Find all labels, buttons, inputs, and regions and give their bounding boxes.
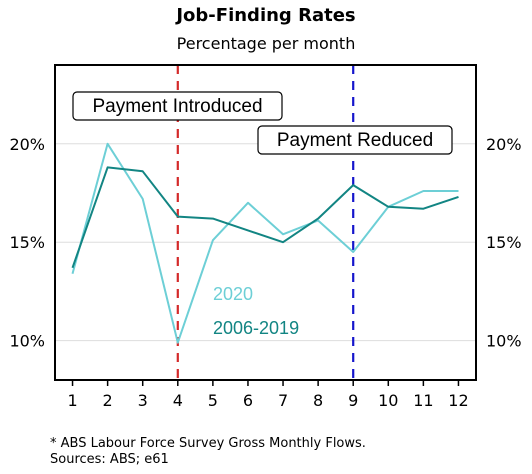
footnote-source-survey: * ABS Labour Force Survey Gross Monthly …	[50, 436, 366, 451]
chart-subtitle: Percentage per month	[177, 34, 356, 53]
series-line-2006-2019	[71, 166, 459, 269]
y-tick-label-left: 15%	[9, 233, 45, 252]
x-tick-label: 10	[378, 391, 398, 410]
series-lines	[71, 142, 459, 344]
x-tick-label: 4	[173, 391, 183, 410]
y-tick-label-left: 10%	[9, 332, 45, 351]
event-label-box-1	[72, 91, 283, 121]
axis-ticks: 10% 10%15% 15%20% 20%1 2 3 4 5 6 7 8 9 10 11 12	[9, 135, 521, 410]
footnotes: * ABS Labour Force Survey Gross Monthly …	[50, 436, 366, 468]
plot-frame	[54, 64, 477, 381]
series-line-2020	[71, 142, 459, 344]
annotations: Payment Introduced Payment Reduced 2020 200…	[72, 91, 453, 338]
event-label-2: Payment Reduced	[277, 130, 433, 151]
x-tick-label: 12	[448, 391, 468, 410]
y-tick-label-right: 15%	[486, 233, 522, 252]
x-tick-label: 1	[67, 391, 77, 410]
x-tick-label: 7	[278, 391, 288, 410]
legend-label-2: 2006-2019	[213, 318, 299, 338]
x-tick-label: 8	[313, 391, 323, 410]
y-tick-label-right: 20%	[486, 135, 522, 154]
legend-label-1: 2020	[213, 284, 253, 304]
x-tick-label: 5	[208, 391, 218, 410]
grid	[55, 143, 476, 342]
y-tick-label-right: 10%	[486, 332, 522, 351]
x-tick-label: 2	[103, 391, 113, 410]
x-tick-label: 11	[413, 391, 433, 410]
chart-title: Job-Finding Rates	[174, 5, 355, 26]
y-tick-label-left: 20%	[9, 135, 45, 154]
event-label-1: Payment Introduced	[92, 96, 262, 117]
x-tick-label: 3	[138, 391, 148, 410]
x-tick-label: 9	[348, 391, 358, 410]
x-tick-label: 6	[243, 391, 253, 410]
footnote-sources: Sources: ABS; e61	[50, 452, 169, 467]
event-label-box-2	[257, 125, 453, 155]
